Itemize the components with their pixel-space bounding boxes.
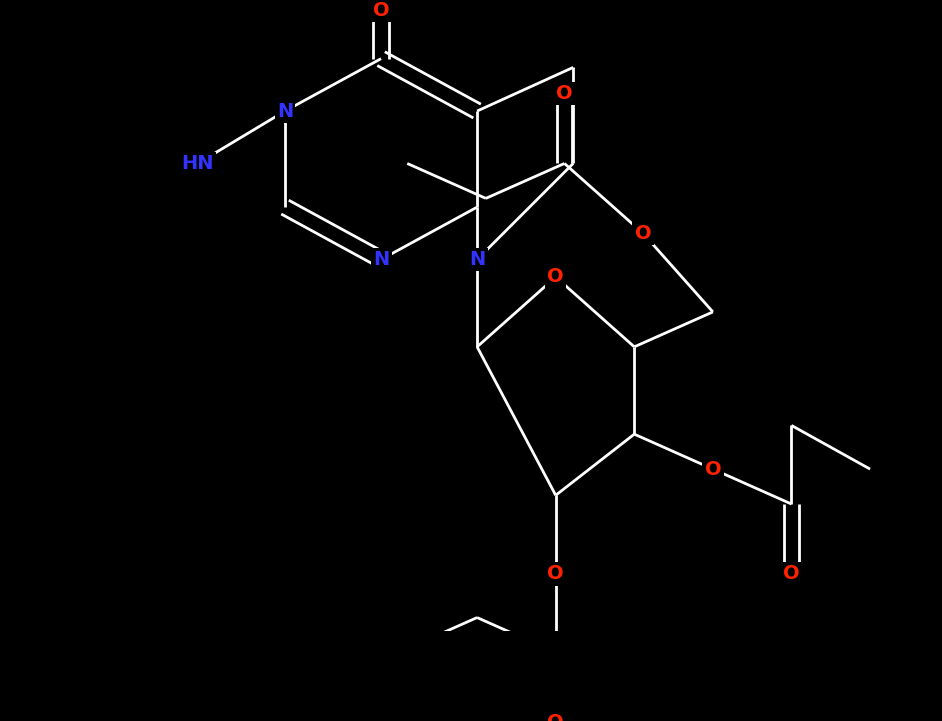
Text: N: N [469, 250, 485, 269]
Text: O: O [635, 224, 651, 243]
Text: O: O [373, 1, 389, 20]
Text: HN: HN [182, 154, 214, 173]
Text: O: O [556, 84, 573, 103]
Text: O: O [547, 565, 564, 583]
Text: N: N [373, 250, 389, 269]
Text: O: O [783, 565, 800, 583]
Text: O: O [547, 713, 564, 721]
Text: O: O [705, 459, 722, 479]
Text: O: O [547, 267, 564, 286]
Text: N: N [277, 102, 293, 120]
